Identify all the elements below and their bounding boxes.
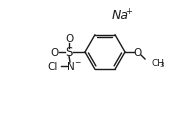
Text: N: N <box>67 61 75 71</box>
Text: S: S <box>65 46 73 59</box>
Text: +: + <box>126 6 132 15</box>
Text: CH: CH <box>151 58 164 67</box>
Text: 3: 3 <box>159 61 163 67</box>
Text: −: − <box>74 58 80 67</box>
Text: Cl: Cl <box>48 61 58 71</box>
Text: O: O <box>65 34 73 44</box>
Text: Na: Na <box>112 8 128 21</box>
Text: O: O <box>134 48 142 57</box>
Text: O: O <box>50 48 58 57</box>
